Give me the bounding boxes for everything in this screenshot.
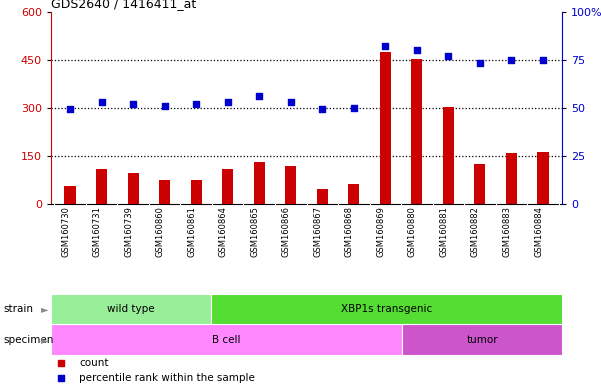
Text: GSM160884: GSM160884: [534, 206, 543, 257]
Bar: [96, 169, 107, 204]
Text: tumor: tumor: [466, 335, 498, 345]
Bar: [51, 294, 211, 324]
Point: [380, 43, 390, 49]
Bar: [506, 153, 517, 204]
Text: strain: strain: [3, 304, 33, 314]
Text: GSM160866: GSM160866: [282, 206, 291, 257]
Bar: [474, 164, 486, 204]
Point: [160, 103, 169, 109]
Bar: [51, 324, 402, 355]
Text: GSM160881: GSM160881: [439, 206, 448, 257]
Bar: [380, 53, 391, 204]
Text: GSM160869: GSM160869: [376, 206, 385, 257]
Point: [191, 101, 201, 107]
Bar: [127, 173, 139, 204]
Bar: [443, 107, 454, 204]
Point: [349, 104, 359, 111]
Bar: [285, 166, 296, 204]
Bar: [159, 180, 170, 204]
Text: count: count: [79, 358, 109, 368]
Bar: [64, 186, 76, 204]
Point: [128, 101, 138, 107]
Text: GSM160865: GSM160865: [250, 206, 259, 257]
Text: GSM160864: GSM160864: [219, 206, 228, 257]
Text: wild type: wild type: [107, 304, 154, 314]
Text: GSM160882: GSM160882: [471, 206, 480, 257]
Point: [56, 375, 66, 381]
Point: [444, 53, 453, 59]
Text: GSM160861: GSM160861: [187, 206, 196, 257]
Point: [412, 47, 422, 53]
Bar: [222, 169, 233, 204]
Point: [286, 99, 296, 105]
Text: GSM160880: GSM160880: [408, 206, 417, 257]
Text: ►: ►: [41, 304, 48, 314]
Text: GSM160731: GSM160731: [93, 206, 102, 257]
Bar: [349, 184, 359, 204]
Bar: [402, 324, 562, 355]
Point: [65, 106, 75, 113]
Bar: [211, 294, 562, 324]
Point: [538, 56, 548, 63]
Text: specimen: specimen: [3, 335, 53, 345]
Bar: [537, 152, 549, 204]
Point: [317, 106, 327, 113]
Text: ►: ►: [41, 335, 48, 345]
Text: GSM160739: GSM160739: [124, 206, 133, 257]
Text: XBP1s transgenic: XBP1s transgenic: [341, 304, 432, 314]
Point: [254, 93, 264, 99]
Bar: [317, 189, 328, 204]
Point: [507, 56, 516, 63]
Text: GSM160867: GSM160867: [313, 206, 322, 257]
Text: GSM160730: GSM160730: [61, 206, 70, 257]
Text: GSM160868: GSM160868: [345, 206, 354, 257]
Point: [223, 99, 233, 105]
Text: B cell: B cell: [212, 335, 241, 345]
Text: GSM160860: GSM160860: [156, 206, 165, 257]
Bar: [411, 59, 423, 204]
Text: percentile rank within the sample: percentile rank within the sample: [79, 372, 255, 383]
Point: [475, 60, 485, 66]
Point: [56, 360, 66, 366]
Text: GSM160883: GSM160883: [502, 206, 511, 257]
Bar: [254, 162, 264, 204]
Text: GDS2640 / 1416411_at: GDS2640 / 1416411_at: [51, 0, 197, 10]
Point: [97, 99, 106, 105]
Bar: [191, 180, 202, 204]
